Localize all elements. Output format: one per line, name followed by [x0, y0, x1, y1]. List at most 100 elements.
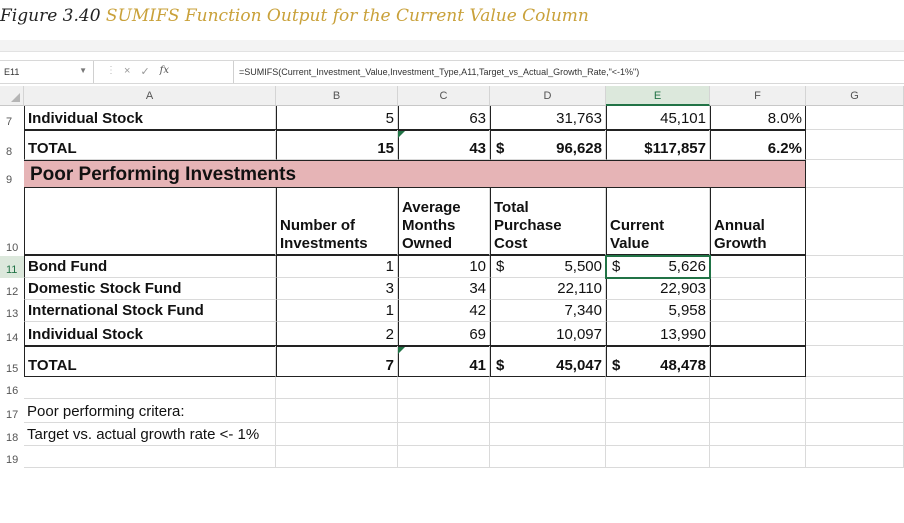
cell-b8[interactable]: 15	[276, 130, 398, 160]
cell-f15[interactable]	[710, 346, 806, 377]
cell-a14[interactable]: Individual Stock	[24, 322, 276, 346]
cell-d7[interactable]: 31,763	[490, 106, 606, 130]
cell-c19[interactable]	[398, 446, 490, 468]
cell-d12[interactable]: 22,110	[490, 278, 606, 300]
cell-f8[interactable]: 6.2%	[710, 130, 806, 160]
cell-a10[interactable]	[24, 188, 276, 256]
row-header[interactable]: 19	[0, 446, 24, 468]
cell-d17[interactable]	[490, 399, 606, 423]
cell-g13[interactable]	[806, 300, 904, 322]
cell-f7[interactable]: 8.0%	[710, 106, 806, 130]
cell-g7[interactable]	[806, 106, 904, 130]
cell-c11[interactable]: 10	[398, 256, 490, 278]
cell-d16[interactable]	[490, 377, 606, 399]
section-title[interactable]: Poor Performing Investments	[30, 164, 297, 185]
cell-a17[interactable]: Poor performing critera:	[24, 399, 276, 423]
cell-d10[interactable]: Total Purchase Cost	[490, 188, 606, 256]
cell-d18[interactable]	[490, 423, 606, 446]
row-header[interactable]: 11	[0, 256, 24, 278]
cell-g14[interactable]	[806, 322, 904, 346]
cell-f14[interactable]	[710, 322, 806, 346]
enter-icon[interactable]: ✓	[140, 66, 150, 78]
cell-b19[interactable]	[276, 446, 398, 468]
formula-input[interactable]: =SUMIFS(Current_Investment_Value,Investm…	[233, 61, 904, 83]
cell-b7[interactable]: 5	[276, 106, 398, 130]
cell-c17[interactable]	[398, 399, 490, 423]
cell-a12[interactable]: Domestic Stock Fund	[24, 278, 276, 300]
cell-b14[interactable]: 2	[276, 322, 398, 346]
cell-g11[interactable]	[806, 256, 904, 278]
column-header-a[interactable]: A	[24, 86, 276, 106]
row-header[interactable]: 12	[0, 278, 24, 300]
cell-c12[interactable]: 34	[398, 278, 490, 300]
row-header[interactable]: 9	[0, 160, 24, 188]
cell-c18[interactable]	[398, 423, 490, 446]
cell-g16[interactable]	[806, 377, 904, 399]
cell-g19[interactable]	[806, 446, 904, 468]
cell-a16[interactable]	[24, 377, 276, 399]
cell-e19[interactable]	[606, 446, 710, 468]
insert-function-icon[interactable]: fx	[159, 65, 169, 76]
cell-a15[interactable]: TOTAL	[24, 346, 276, 377]
cell-e15[interactable]: $ 48,478	[606, 346, 710, 377]
cell-e12[interactable]: 22,903	[606, 278, 710, 300]
cell-e7[interactable]: 45,101	[606, 106, 710, 130]
column-header-b[interactable]: B	[276, 86, 398, 106]
cell-a13[interactable]: International Stock Fund	[24, 300, 276, 322]
drag-handle-icon[interactable]: ⋮	[106, 65, 116, 76]
column-header-f[interactable]: F	[710, 86, 806, 106]
cell-d8[interactable]: $ 96,628	[490, 130, 606, 160]
cell-d15[interactable]: $ 45,047	[490, 346, 606, 377]
cell-f12[interactable]	[710, 278, 806, 300]
cell-c7[interactable]: 63	[398, 106, 490, 130]
cell-a18[interactable]: Target vs. actual growth rate <- 1%	[24, 423, 276, 446]
column-header-g[interactable]: G	[806, 86, 904, 106]
cell-e14[interactable]: 13,990	[606, 322, 710, 346]
cell-g15[interactable]	[806, 346, 904, 377]
cell-b17[interactable]	[276, 399, 398, 423]
row-header[interactable]: 13	[0, 300, 24, 322]
cell-d19[interactable]	[490, 446, 606, 468]
cell-e10[interactable]: Current Value	[606, 188, 710, 256]
error-indicator[interactable]	[398, 347, 405, 354]
cell-b12[interactable]: 3	[276, 278, 398, 300]
cell-c14[interactable]: 69	[398, 322, 490, 346]
cell-g17[interactable]	[806, 399, 904, 423]
row-header[interactable]: 10	[0, 188, 24, 256]
select-all-corner[interactable]	[0, 86, 24, 106]
cell-b13[interactable]: 1	[276, 300, 398, 322]
name-box[interactable]: E11 ▼	[0, 61, 94, 83]
row-header[interactable]: 17	[0, 399, 24, 423]
row-header[interactable]: 16	[0, 377, 24, 399]
cell-a7[interactable]: Individual Stock	[24, 106, 276, 130]
chevron-down-icon[interactable]: ▼	[79, 66, 87, 75]
cell-b10[interactable]: Number of Investments	[276, 188, 398, 256]
cell-f10[interactable]: Annual Growth	[710, 188, 806, 256]
cell-d13[interactable]: 7,340	[490, 300, 606, 322]
cell-b15[interactable]: 7	[276, 346, 398, 377]
cell-f19[interactable]	[710, 446, 806, 468]
cell-f16[interactable]	[710, 377, 806, 399]
column-header-c[interactable]: C	[398, 86, 490, 106]
row-header[interactable]: 7	[0, 106, 24, 130]
row-header[interactable]: 18	[0, 423, 24, 446]
cell-c13[interactable]: 42	[398, 300, 490, 322]
cell-c8[interactable]: 43	[398, 130, 490, 160]
cell-a8[interactable]: TOTAL	[24, 130, 276, 160]
row-header[interactable]: 14	[0, 322, 24, 346]
cell-b11[interactable]: 1	[276, 256, 398, 278]
cell-e18[interactable]	[606, 423, 710, 446]
cell-b16[interactable]	[276, 377, 398, 399]
cancel-icon[interactable]: ×	[124, 65, 131, 77]
cell-f18[interactable]	[710, 423, 806, 446]
cell-e17[interactable]	[606, 399, 710, 423]
cell-f11[interactable]	[710, 256, 806, 278]
cell-f13[interactable]	[710, 300, 806, 322]
cell-g9[interactable]	[806, 160, 904, 188]
cell-a11[interactable]: Bond Fund	[24, 256, 276, 278]
cell-g12[interactable]	[806, 278, 904, 300]
cell-e8[interactable]: $117,857	[606, 130, 710, 160]
cell-g8[interactable]	[806, 130, 904, 160]
column-header-d[interactable]: D	[490, 86, 606, 106]
cell-d11[interactable]: $ 5,500	[490, 256, 606, 278]
